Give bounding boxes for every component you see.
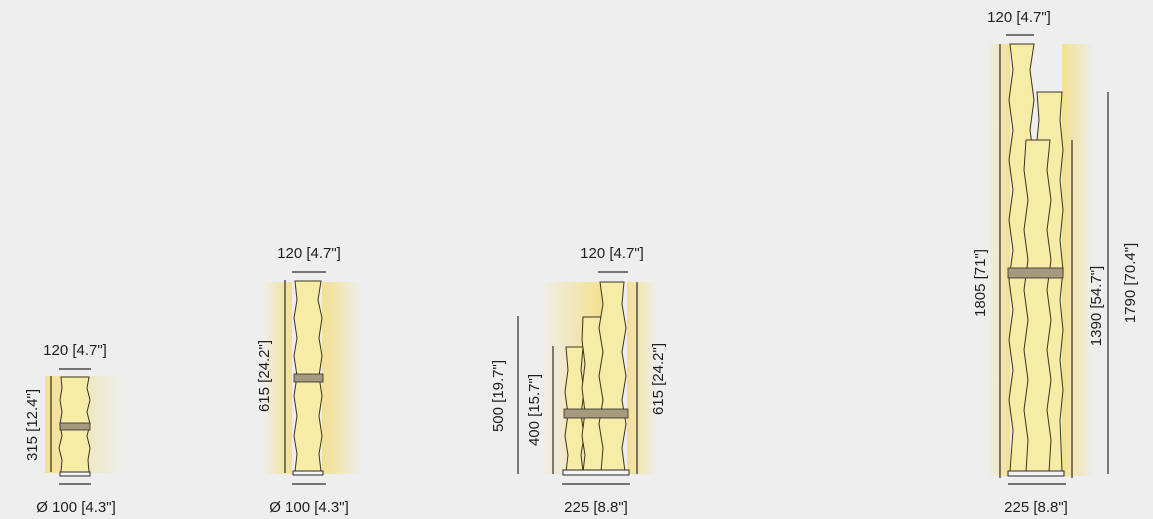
- lamp-single: 120 [4.7"] 615 [24.2"] Ø 100 [4.3"]: [256, 245, 362, 516]
- inner-height-label: 400 [15.7"]: [526, 374, 543, 446]
- outer-height-label: 1790 [70.4"]: [1122, 243, 1139, 323]
- lamp-tube-short: [1023, 139, 1052, 473]
- top-width-label: 120 [4.7"]: [580, 245, 644, 262]
- light-glow-right: [322, 282, 362, 474]
- lamp-ring: [59, 422, 91, 431]
- lamp-base: [59, 471, 91, 477]
- height-label: 615 [24.2"]: [256, 340, 273, 412]
- inner-height-label: 1390 [54.7"]: [1088, 266, 1105, 346]
- right-height-label: 615 [24.2"]: [650, 343, 667, 415]
- light-glow-left: [262, 282, 292, 474]
- height-label: 315 [12.4"]: [24, 389, 41, 461]
- light-glow-right: [1062, 44, 1094, 476]
- width-label: 225 [8.8"]: [1004, 499, 1068, 516]
- width-label: 225 [8.8"]: [564, 499, 628, 516]
- lamp-small: 120 [4.7"] 315 [12.4"] Ø 100 [4.3"]: [24, 342, 125, 516]
- lamp-base: [292, 470, 324, 476]
- top-width-label: 120 [4.7"]: [987, 9, 1051, 26]
- lamp-ring: [293, 373, 324, 383]
- lamp-base: [1007, 470, 1065, 477]
- diameter-label: Ø 100 [4.3"]: [36, 499, 116, 516]
- outer-height-label: 500 [19.7"]: [490, 360, 507, 432]
- height-label: 1805 [71"]: [972, 249, 989, 317]
- diameter-label: Ø 100 [4.3"]: [269, 499, 349, 516]
- lamp-ring: [1007, 267, 1064, 279]
- light-glow-right: [627, 282, 657, 474]
- top-width-label: 120 [4.7"]: [43, 342, 107, 359]
- lamp-ring: [563, 408, 629, 419]
- lamp-tube-tall: [598, 281, 627, 473]
- top-width-label: 120 [4.7"]: [277, 245, 341, 262]
- lamp-cluster-tall: 120 [4.7"] 1805 [71"] 1390 [54.7"] 1790 …: [972, 9, 1139, 516]
- lamp-base: [562, 469, 630, 476]
- lamp-cluster-small: 120 [4.7"] 500 [19.7"] 400 [15.7"] 615 […: [490, 245, 667, 516]
- light-glow-left: [988, 44, 1010, 476]
